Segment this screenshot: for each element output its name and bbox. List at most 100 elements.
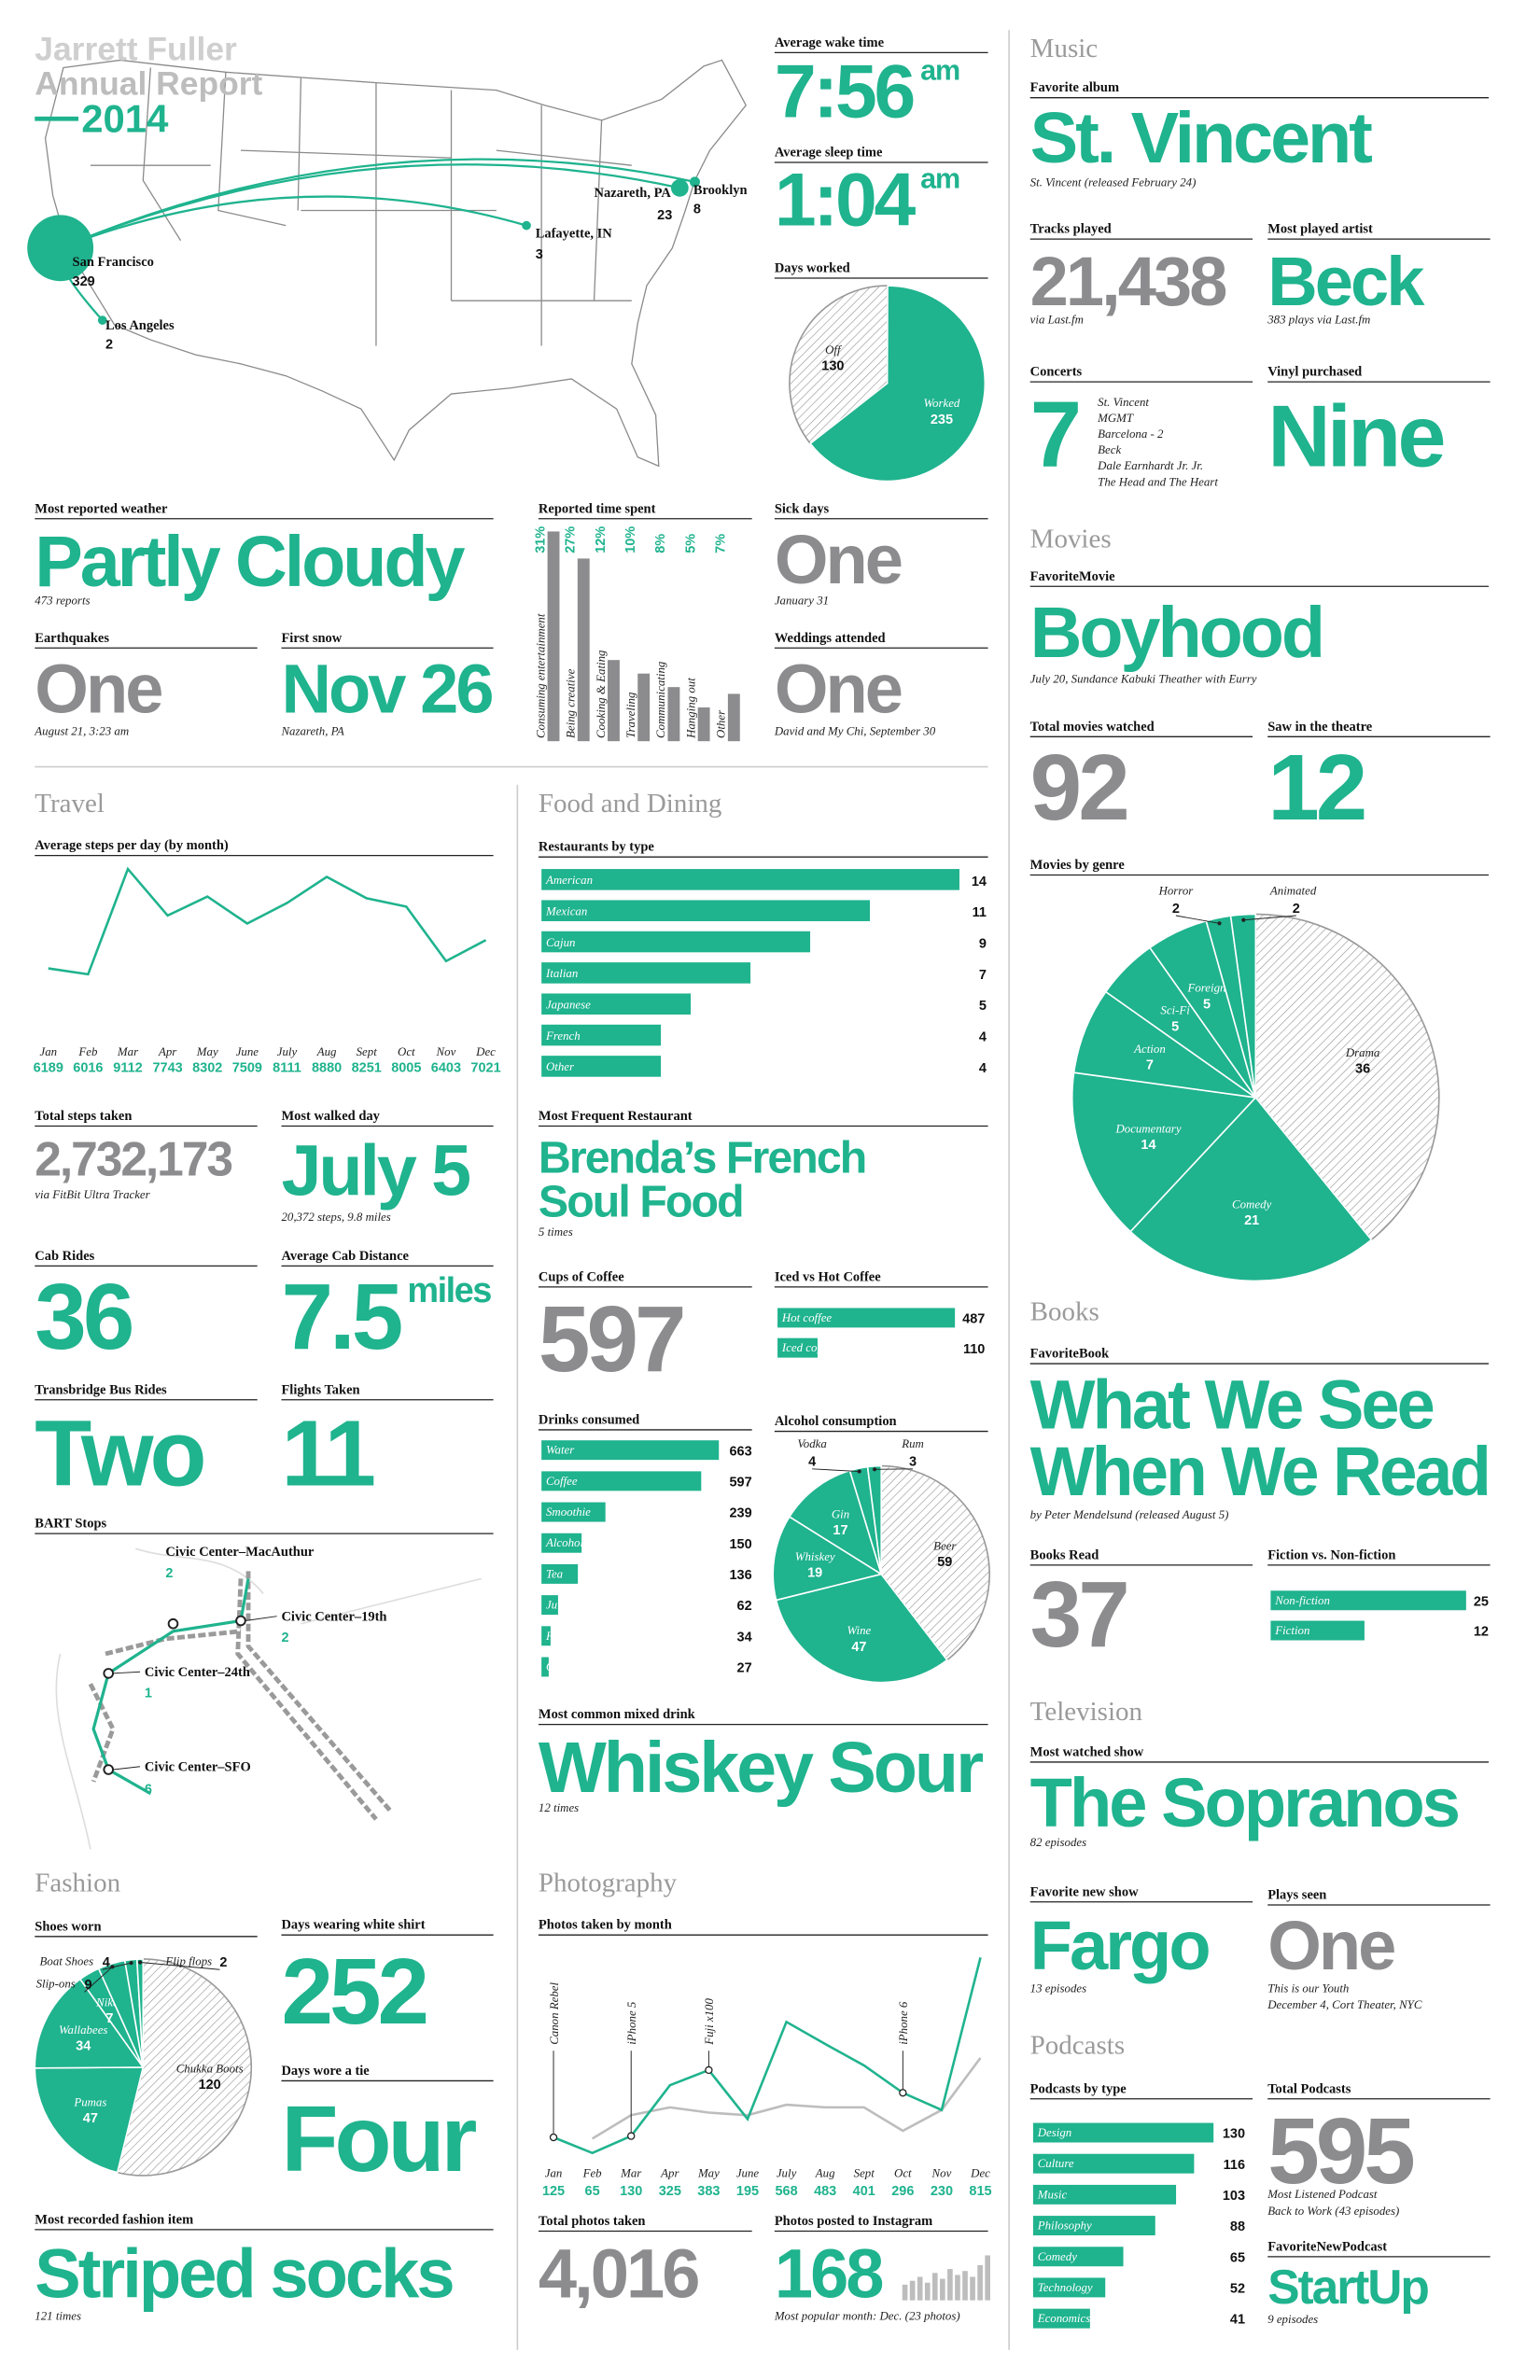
bar-value: 663	[729, 1444, 751, 1459]
section-heading: Podcasts	[1030, 2030, 1125, 2060]
stat-value: 36	[35, 1266, 132, 1369]
stat-note: St. Vincent (released February 24)	[1030, 176, 1197, 189]
bar-label: Cajun	[546, 936, 575, 949]
chart-title: Drinks consumed	[539, 1412, 639, 1427]
annotation-point	[549, 2133, 558, 2142]
stat-unit: am	[920, 54, 959, 86]
bar-label: Other	[546, 1660, 575, 1673]
bar-label: Alcohol	[545, 1536, 583, 1549]
bar	[541, 1056, 662, 1077]
stat-label: Most Frequent Restaurant	[539, 1109, 693, 1124]
bar-label: Iced coffee	[781, 1341, 834, 1354]
point-value: 483	[814, 2184, 836, 2199]
leader-line	[140, 1962, 220, 1970]
stat-label: Earthquakes	[35, 631, 109, 646]
bar	[1270, 1620, 1365, 1641]
stat-value: When We Read	[1030, 1433, 1489, 1510]
slice-label: Horror	[1158, 884, 1195, 897]
bar-label: Economics	[1037, 2312, 1091, 2325]
stat-label: Days wore a tie	[281, 2064, 370, 2079]
x-tick-label: Oct	[894, 2167, 912, 2180]
spark-bar	[977, 2264, 983, 2301]
stat-label: Most watched show	[1030, 1744, 1144, 1759]
stat-label: Photos posted to Instagram	[775, 2214, 932, 2229]
stat-value: One	[35, 651, 161, 728]
chart-title: Alcohol consumption	[775, 1414, 897, 1429]
slice-label: Foreign	[1186, 982, 1225, 995]
stat-label: Average wake time	[775, 35, 885, 50]
x-tick-label: June	[736, 2167, 760, 2180]
leader-line	[1175, 915, 1220, 924]
stat-unit: am	[920, 162, 959, 194]
pie-slice	[772, 1515, 884, 1602]
bar-label: Other	[546, 1060, 575, 1073]
annotation: Canon Rebel	[548, 1981, 561, 2044]
pie-slice	[866, 1464, 883, 1575]
spark-bar	[909, 2280, 916, 2301]
stat-list-item: St. Vincent	[1098, 396, 1149, 409]
x-tick-label: Sept	[854, 2167, 875, 2180]
spark-bar	[947, 2269, 953, 2301]
spark-bar	[955, 2275, 960, 2301]
bar-value: 27	[737, 1661, 752, 1676]
x-tick-label: Apr	[158, 1045, 177, 1058]
bar-value: 65	[1230, 2250, 1245, 2265]
stat-value: One	[775, 651, 902, 728]
point-value: 401	[853, 2184, 875, 2199]
leader-dot	[872, 1467, 877, 1472]
chart-title: Days worked	[775, 261, 850, 276]
stat-value: Striped socks	[35, 2234, 453, 2312]
slice-value: 59	[937, 1555, 952, 1570]
point-value: 6189	[34, 1061, 63, 1076]
leader-dot	[857, 1469, 861, 1474]
slice-value: 7	[105, 2011, 113, 2026]
header-title: Annual Report	[35, 64, 262, 102]
stat-note: Back to Work (43 episodes)	[1267, 2205, 1399, 2218]
stat-list-item: The Head and The Heart	[1098, 475, 1218, 488]
bar-label: Hot coffee	[781, 1311, 833, 1324]
bar	[541, 900, 871, 921]
bar	[541, 1024, 662, 1046]
bar-label: Japanese	[546, 999, 591, 1012]
chart-title: Movies by genre	[1030, 858, 1126, 873]
stat-label: Tracks played	[1030, 222, 1112, 237]
bar-label: French	[545, 1029, 581, 1043]
x-tick-label: Mar	[620, 2167, 642, 2180]
stop-value: 6	[145, 1783, 152, 1798]
stat-label: Weddings attended	[775, 631, 886, 646]
slice-label: Beer	[933, 1539, 957, 1552]
x-tick-label: Oct	[398, 1045, 415, 1058]
leader-line	[102, 1962, 132, 1970]
point-value: 6403	[431, 1061, 461, 1076]
bar-value-label: 10%	[623, 526, 638, 553]
pie-slice	[1254, 913, 1440, 1241]
point-value: 195	[736, 2184, 759, 2199]
section-heading: Fashion	[35, 1868, 120, 1897]
stat-list-item: Beck	[1098, 443, 1121, 456]
pie-slice	[789, 285, 889, 445]
stat-label: Vinyl purchased	[1267, 365, 1362, 380]
bar-label: Comedy	[1038, 2250, 1077, 2263]
header-year: 2014	[81, 97, 169, 141]
stat-note: David and My Chi, September 30	[774, 725, 936, 738]
stop-value: 2	[281, 1631, 288, 1645]
slice-label: Flip flops	[164, 1954, 212, 1967]
stat-note: 20,372 steps, 9.8 miles	[281, 1211, 390, 1224]
bar	[541, 1502, 606, 1522]
stop-leader	[113, 1671, 141, 1674]
travel-arc	[60, 195, 527, 249]
stat-label: FavoriteNewPodcast	[1267, 2239, 1387, 2254]
stat-label: Transbridge Bus Rides	[35, 1382, 167, 1397]
stat-note: by Peter Mendelsund (released August 5)	[1030, 1508, 1229, 1521]
section-heading: Movies	[1030, 524, 1112, 553]
slice-value: 235	[931, 413, 953, 427]
chart-title: Restaurants by type	[539, 840, 654, 855]
stat-value: 37	[1030, 1563, 1127, 1667]
slice-label: Pumas	[73, 2095, 106, 2108]
line	[591, 2057, 982, 2140]
pie-slice	[880, 1464, 990, 1661]
point-value: 7021	[470, 1061, 500, 1076]
stat-label: Plays seen	[1267, 1888, 1326, 1903]
stat-label: Books Read	[1030, 1547, 1099, 1562]
